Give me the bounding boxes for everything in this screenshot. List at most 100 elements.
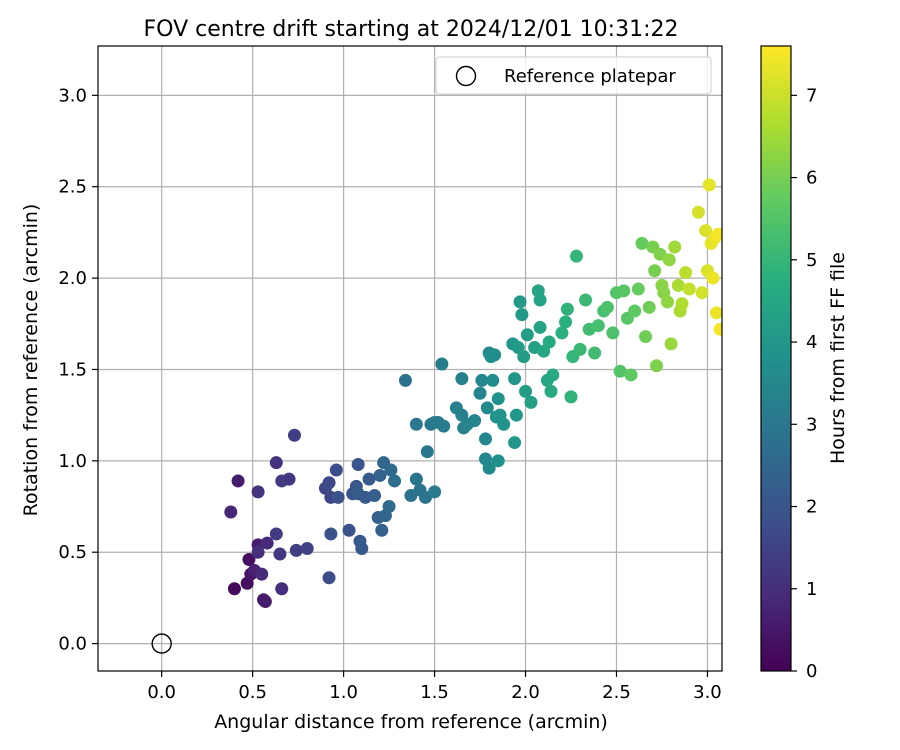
y-tick-label: 2.5 [58,177,87,198]
data-point [713,322,722,336]
x-tick-label: 1.5 [420,682,449,703]
data-point [355,542,369,556]
data-point [682,282,696,296]
data-point [564,390,578,404]
data-point [699,224,713,238]
data-point [555,326,569,340]
data-point [515,308,529,322]
data-point [242,553,256,567]
x-axis-ticks: 0.0 0.5 1.0 1.5 2.0 2.5 3.0 [147,671,722,703]
colorbar-tick-label: 2 [806,497,817,518]
colorbar-label: Hours from first FF file [827,252,849,464]
data-point [702,178,716,192]
colorbar-tick-label: 6 [806,168,817,189]
data-point [517,350,531,364]
plot-area: 0.0 0.5 1.0 1.5 2.0 2.5 3.0 0.0 0.5 1.0 1.5 2.0 2.5… [58,45,723,703]
data-point [675,297,689,311]
x-tick-label: 0.0 [147,682,176,703]
data-point [679,266,693,280]
data-point [224,505,238,519]
data-point [691,205,705,219]
data-point [322,571,336,585]
data-point [258,595,272,609]
data-point [662,253,676,267]
data-point [455,372,469,386]
data-point [227,582,241,596]
data-point [642,300,656,314]
data-point [398,373,412,387]
data-point [486,373,500,387]
data-point [544,384,558,398]
data-point [591,319,605,333]
y-tick-label: 1.5 [58,359,87,380]
data-point [631,282,645,296]
colorbar-tick-label: 7 [806,85,817,106]
data-point [695,286,709,300]
data-point [287,428,301,442]
y-tick-label: 3.0 [58,85,87,106]
data-point [273,547,287,561]
data-point [579,293,593,307]
data-point [508,372,522,386]
reference-marker [151,633,172,654]
data-point [322,476,336,490]
colorbar-tick-label: 4 [806,332,817,353]
data-point [329,463,343,477]
colorbar-tick-label: 0 [806,661,817,682]
data-point [260,536,274,550]
data-point [710,306,722,320]
x-tick-label: 1.0 [329,682,358,703]
data-point [639,330,653,344]
colorbar-gradient [760,45,792,672]
y-tick-label: 0.5 [58,542,87,563]
colorbar: 0 1 2 3 4 5 6 7 Hours from first FF file [760,45,849,682]
data-point [480,401,494,415]
data-point [324,527,338,541]
data-point [524,395,538,409]
colorbar-tick-label: 3 [806,414,817,435]
data-point [388,474,402,488]
data-point [569,249,583,263]
data-point [542,335,556,349]
data-point [275,582,289,596]
data-point [488,348,502,362]
data-point [375,523,389,537]
y-axis-ticks: 0.0 0.5 1.0 1.5 2.0 2.5 3.0 [58,85,98,655]
data-point [331,490,345,504]
data-point [437,419,451,433]
data-point [664,337,678,351]
x-tick-label: 2.5 [602,682,631,703]
data-point [409,417,423,431]
legend-marker [455,65,477,87]
data-point [520,328,534,342]
data-point [251,485,265,499]
data-point [606,326,620,340]
y-tick-label: 2.0 [58,268,87,289]
data-point [588,346,602,360]
data-point [706,271,720,285]
data-point [509,408,523,422]
data-point [635,236,649,250]
data-point [351,457,365,471]
data-point [435,357,449,371]
reference-marker-group [151,633,172,654]
data-point [613,364,627,378]
legend-box [435,56,712,95]
data-point [573,342,587,356]
data-point [711,227,722,241]
data-point [513,295,527,309]
legend: Reference platepar [435,56,712,95]
data-point [382,500,396,514]
plot-frame [97,45,723,672]
data-point [671,278,685,292]
data-point [275,474,289,488]
data-point [368,489,382,503]
data-point [650,359,664,373]
data-point [660,295,674,309]
data-point [624,368,638,382]
legend-label: Reference platepar [504,66,676,87]
data-point [628,304,642,318]
data-point [617,284,631,298]
colorbar-ticks: 0 1 2 3 4 5 6 7 [791,85,817,682]
